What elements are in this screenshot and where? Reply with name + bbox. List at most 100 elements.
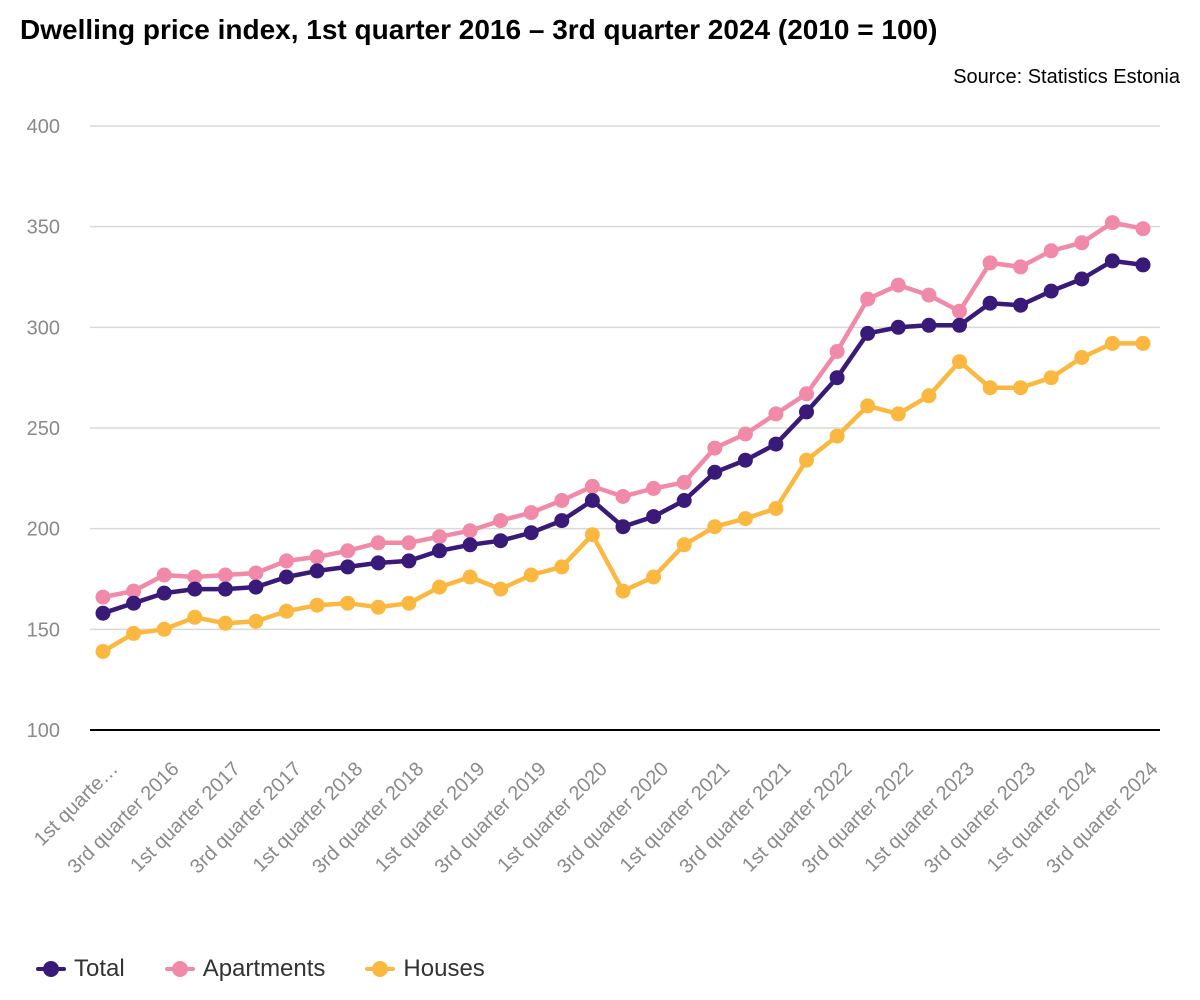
data-point-total[interactable] [493,533,509,549]
data-point-apartments[interactable] [1043,243,1059,259]
data-point-houses[interactable] [523,567,539,583]
data-point-houses[interactable] [126,625,142,641]
data-point-total[interactable] [615,519,631,535]
data-point-apartments[interactable] [890,277,906,293]
data-point-houses[interactable] [860,398,876,414]
data-point-houses[interactable] [1043,370,1059,386]
data-point-total[interactable] [921,317,937,333]
data-point-total[interactable] [646,509,662,525]
data-point-houses[interactable] [615,583,631,599]
legend-item-houses[interactable]: Houses [365,955,485,983]
legend-item-total[interactable]: Total [36,955,125,983]
data-point-total[interactable] [1104,253,1120,269]
data-point-houses[interactable] [829,428,845,444]
data-point-houses[interactable] [1135,335,1151,351]
data-point-total[interactable] [401,553,417,569]
data-point-apartments[interactable] [217,567,233,583]
data-point-apartments[interactable] [401,535,417,551]
data-point-apartments[interactable] [554,493,570,508]
data-point-apartments[interactable] [799,386,814,402]
data-point-houses[interactable] [432,579,447,595]
data-point-total[interactable] [279,569,294,585]
data-point-houses[interactable] [1013,380,1029,396]
data-point-houses[interactable] [554,559,570,575]
data-point-total[interactable] [799,404,814,420]
data-point-apartments[interactable] [1074,235,1090,251]
data-point-total[interactable] [340,559,356,575]
data-point-total[interactable] [95,605,111,621]
data-point-apartments[interactable] [921,287,937,303]
data-point-apartments[interactable] [707,440,723,456]
data-point-houses[interactable] [799,452,814,468]
data-point-houses[interactable] [217,615,233,631]
data-point-houses[interactable] [156,621,172,637]
data-point-houses[interactable] [768,501,784,516]
data-point-apartments[interactable] [860,291,876,307]
data-point-total[interactable] [1135,257,1151,273]
data-point-total[interactable] [707,464,723,480]
data-point-total[interactable] [737,452,753,468]
data-point-apartments[interactable] [1013,259,1029,275]
data-point-houses[interactable] [982,380,998,396]
data-point-apartments[interactable] [1135,221,1151,237]
data-point-apartments[interactable] [676,474,692,490]
data-point-apartments[interactable] [646,480,662,496]
data-point-apartments[interactable] [829,344,845,359]
data-point-houses[interactable] [1074,350,1090,365]
data-point-apartments[interactable] [982,255,998,271]
data-point-apartments[interactable] [248,565,264,581]
data-point-houses[interactable] [921,388,937,404]
data-point-houses[interactable] [584,527,600,543]
data-point-total[interactable] [126,595,142,611]
data-point-apartments[interactable] [187,569,203,585]
data-point-houses[interactable] [401,595,417,611]
data-point-houses[interactable] [707,519,723,535]
data-point-apartments[interactable] [768,406,784,422]
data-point-apartments[interactable] [95,589,111,605]
data-point-total[interactable] [156,585,172,601]
data-point-apartments[interactable] [279,553,294,569]
data-point-houses[interactable] [95,644,111,659]
data-point-houses[interactable] [370,599,386,615]
data-point-total[interactable] [554,513,570,529]
data-point-apartments[interactable] [309,549,325,565]
legend-item-apartments[interactable]: Apartments [164,955,325,983]
data-point-houses[interactable] [340,595,356,611]
data-point-apartments[interactable] [952,303,967,319]
data-point-houses[interactable] [279,603,294,619]
data-point-houses[interactable] [676,537,692,553]
data-point-total[interactable] [584,493,600,508]
data-point-houses[interactable] [952,354,967,370]
data-point-apartments[interactable] [737,426,753,442]
data-point-apartments[interactable] [584,478,600,494]
data-point-apartments[interactable] [493,513,509,529]
data-point-total[interactable] [248,579,264,595]
data-point-total[interactable] [1074,271,1090,287]
data-point-total[interactable] [370,555,386,571]
data-point-apartments[interactable] [1104,215,1120,231]
data-point-houses[interactable] [462,569,478,585]
data-point-houses[interactable] [309,597,325,613]
data-point-total[interactable] [432,543,447,559]
data-point-total[interactable] [462,537,478,553]
data-point-apartments[interactable] [126,583,142,599]
data-point-apartments[interactable] [615,489,631,504]
data-point-total[interactable] [829,370,845,386]
data-point-apartments[interactable] [462,523,478,539]
data-point-apartments[interactable] [523,505,539,521]
data-point-total[interactable] [1043,283,1059,299]
data-point-houses[interactable] [187,609,203,625]
data-point-total[interactable] [952,317,967,333]
data-point-houses[interactable] [248,613,264,629]
data-point-apartments[interactable] [370,535,386,551]
data-point-total[interactable] [1013,297,1029,313]
data-point-total[interactable] [860,325,876,341]
data-point-total[interactable] [523,525,539,541]
data-point-houses[interactable] [737,511,753,527]
data-point-total[interactable] [187,581,203,597]
data-point-total[interactable] [890,319,906,335]
data-point-total[interactable] [768,436,784,452]
data-point-houses[interactable] [646,569,662,585]
data-point-apartments[interactable] [432,529,447,545]
data-point-houses[interactable] [1104,335,1120,351]
